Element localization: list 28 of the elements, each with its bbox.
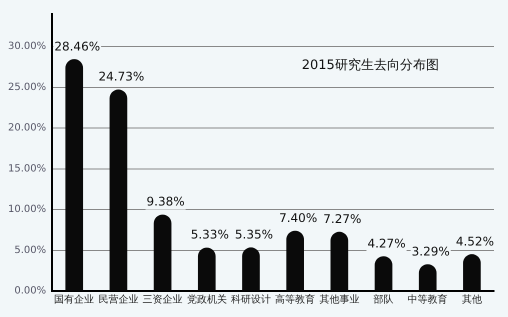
x-tick-label: 高等教育 (275, 294, 316, 306)
x-tick-label: 其他 (462, 294, 482, 306)
x-tick-label: 民营企业 (98, 294, 138, 306)
x-tick-label: 三资企业 (142, 294, 183, 306)
y-tick-label: 10.00% (8, 204, 46, 216)
data-label: 3.29% (412, 244, 450, 258)
data-label: 7.40% (279, 210, 318, 225)
y-tick-label: 30.00% (8, 41, 46, 52)
text: 2015研究生去向分布图 (302, 58, 439, 73)
y-tick-label: 5.00% (14, 244, 46, 256)
data-label: 4.27% (367, 236, 406, 250)
x-tick-label: 部队 (374, 294, 394, 306)
y-tick-label: 0.00% (14, 286, 46, 297)
y-tick-label: 15.00% (8, 163, 46, 174)
data-label: 24.73% (98, 70, 144, 84)
data-label: 5.35% (234, 228, 274, 242)
data-label: 28.46% (54, 39, 100, 54)
data-label: 9.38% (146, 194, 185, 209)
y-tick-label: 20.00% (8, 122, 46, 134)
data-label: 7.27% (323, 212, 362, 226)
y-tick-label: 25.00% (8, 82, 46, 93)
data-label: 4.52% (456, 234, 494, 248)
x-tick-label: 中等教育 (408, 294, 448, 306)
x-tick-label: 党政机关 (186, 294, 227, 306)
x-tick-label: 国有企业 (54, 294, 94, 306)
x-tick-label: 科研设计 (230, 294, 271, 306)
data-label: 5.33% (190, 228, 229, 242)
x-tick-label: 其他事业 (319, 294, 360, 306)
